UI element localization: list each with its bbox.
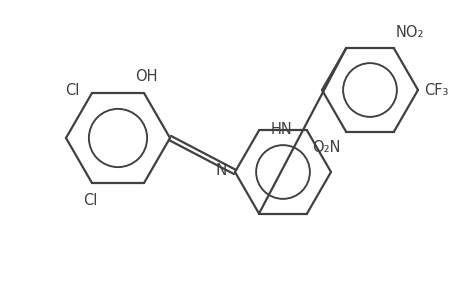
Text: CF₃: CF₃ bbox=[423, 82, 448, 98]
Text: Cl: Cl bbox=[83, 193, 97, 208]
Text: HN: HN bbox=[270, 122, 292, 136]
Text: NO₂: NO₂ bbox=[395, 26, 424, 40]
Text: N: N bbox=[215, 163, 226, 178]
Text: OH: OH bbox=[134, 69, 157, 84]
Text: O₂N: O₂N bbox=[312, 140, 340, 154]
Text: Cl: Cl bbox=[66, 83, 80, 98]
